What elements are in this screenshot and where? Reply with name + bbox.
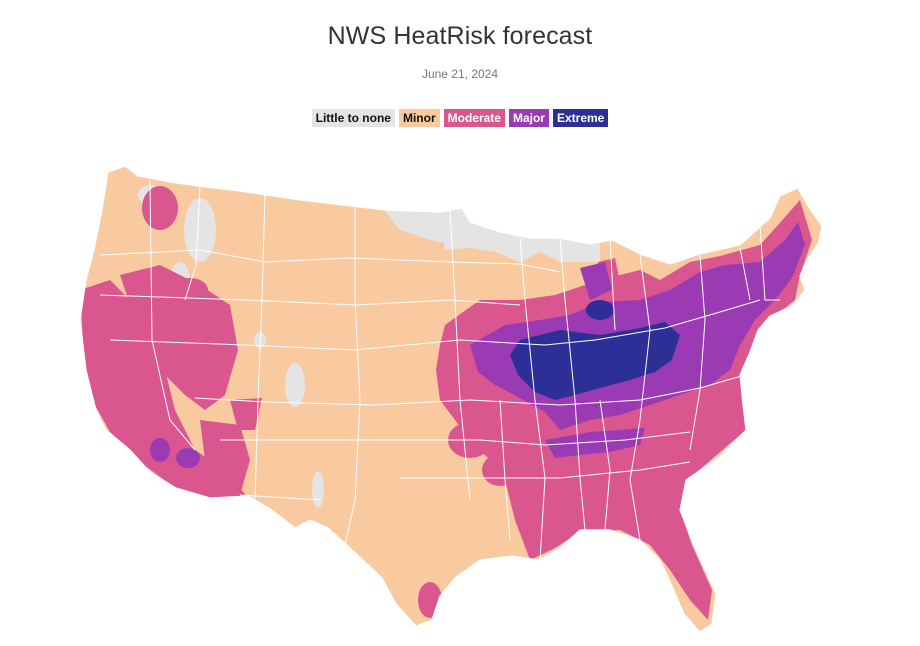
chart-title: NWS HeatRisk forecast	[327, 22, 593, 50]
legend-item-minor: Minor	[398, 109, 440, 127]
legend-item-moderate: Moderate	[443, 109, 505, 127]
forecast-date: June 21, 2024	[421, 67, 499, 81]
legend: Little to none Minor Moderate Major Extr…	[0, 109, 920, 127]
risk-layers	[80, 185, 812, 620]
risk-extreme	[510, 300, 680, 400]
state-borders	[99, 179, 780, 561]
legend-item-major: Major	[508, 109, 549, 127]
legend-item-little-to-none: Little to none	[311, 109, 395, 127]
legend-item-extreme: Extreme	[552, 109, 609, 127]
